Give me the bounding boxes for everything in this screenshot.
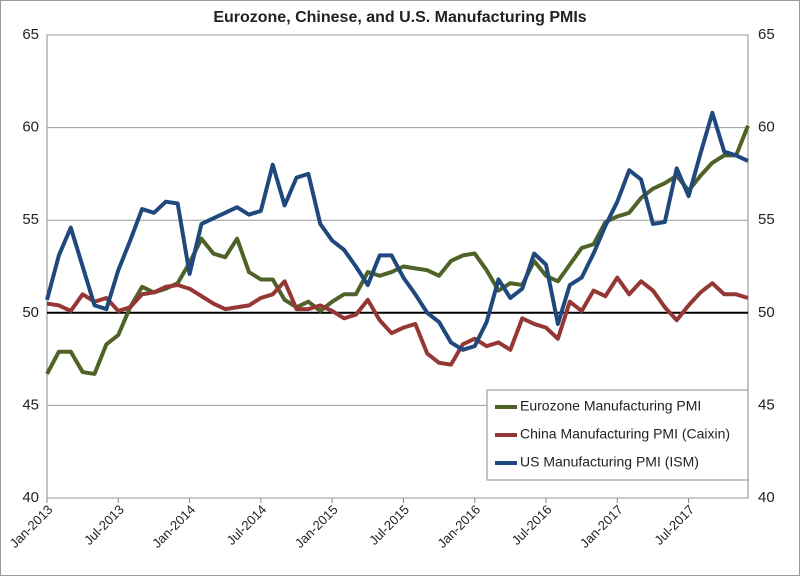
y-tick-label: 40 <box>22 489 39 506</box>
y2-tick-label: 50 <box>758 304 775 321</box>
y-tick-label: 65 <box>22 26 39 43</box>
chart-title: Eurozone, Chinese, and U.S. Manufacturin… <box>213 9 586 26</box>
legend-label: Eurozone Manufacturing PMI <box>520 398 701 414</box>
y-tick-label: 55 <box>22 211 39 228</box>
legend-label: China Manufacturing PMI (Caixin) <box>520 426 730 442</box>
y2-tick-label: 55 <box>758 211 775 228</box>
legend-label: US Manufacturing PMI (ISM) <box>520 454 699 470</box>
series-line <box>45 110 749 352</box>
series-line <box>46 275 749 367</box>
y2-tick-label: 45 <box>758 396 775 413</box>
y-tick-label: 45 <box>22 396 39 413</box>
y2-tick-label: 60 <box>758 119 775 136</box>
y-tick-label: 60 <box>22 119 39 136</box>
y2-tick-label: 40 <box>758 489 775 506</box>
y-tick-label: 50 <box>22 304 39 321</box>
y2-tick-label: 65 <box>758 26 775 43</box>
legend-box <box>486 389 749 481</box>
